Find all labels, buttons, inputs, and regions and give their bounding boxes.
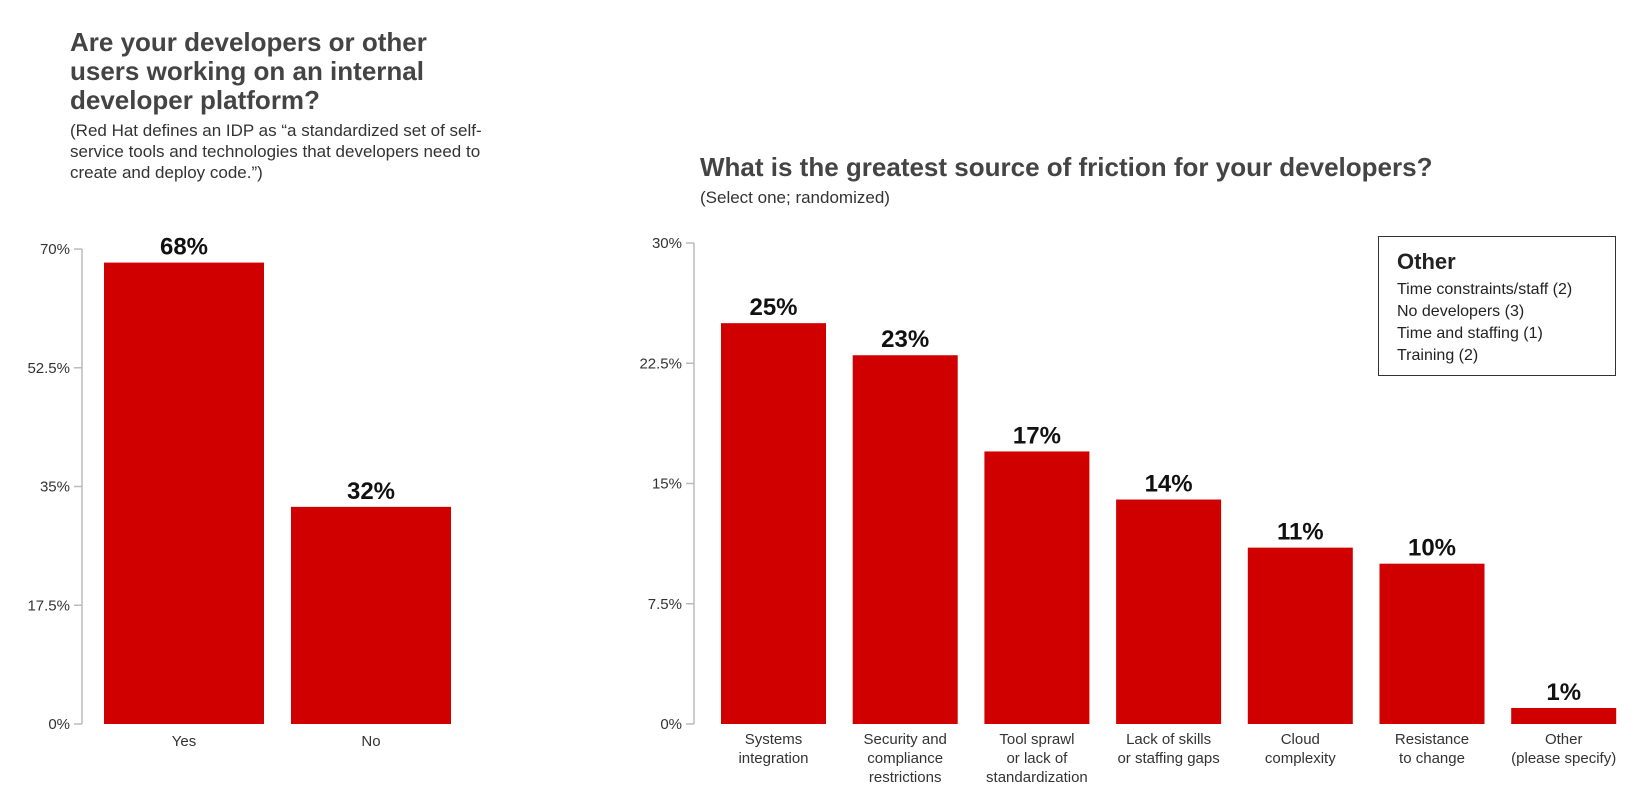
chart1-bar	[291, 506, 451, 724]
chart1-data-label: 68%	[160, 234, 208, 261]
chart2-bar	[984, 451, 1090, 724]
chart2-y-tick-label: 0%	[660, 716, 682, 733]
chart2-title: What is the greatest source of friction …	[700, 152, 1433, 182]
chart2-category-label: Security and compliance restrictions	[864, 731, 947, 786]
chart2-data-label: 23%	[881, 326, 929, 353]
chart1-y-tick-label: 0%	[48, 716, 70, 733]
chart2-bar	[721, 323, 826, 724]
chart2-bar	[852, 355, 958, 724]
other-annotation-line: Training (2)	[1397, 347, 1479, 364]
other-annotation-line: Time constraints/staff (2)	[1397, 281, 1573, 298]
chart2-category-label: Resistance to change	[1395, 731, 1469, 767]
chart2-y-tick-label: 22.5%	[639, 355, 682, 372]
chart2-data-label: 10%	[1408, 535, 1456, 562]
chart1-y-tick-label: 70%	[40, 241, 70, 258]
chart2-bar	[1116, 499, 1222, 724]
other-annotation-line: No developers (3)	[1397, 303, 1525, 320]
chart2-data-label: 1%	[1546, 679, 1581, 706]
chart1-data-label: 32%	[347, 478, 395, 505]
other-annotation-title: Other	[1397, 249, 1456, 274]
chart2-category-label: Other (please specify)	[1511, 731, 1616, 767]
chart2-category-label: Systems integration	[738, 731, 808, 767]
other-annotation-box: Other Time constraints/staff (2) No deve…	[1378, 236, 1616, 376]
chart1-subtitle: (Red Hat defines an IDP as “a standardiz…	[70, 121, 482, 182]
chart1-y-tick-label: 35%	[40, 479, 70, 496]
chart2-bar	[1379, 563, 1485, 724]
chart2-bar	[1511, 707, 1617, 724]
other-annotation-line: Time and staffing (1)	[1397, 325, 1543, 342]
chart2-data-label: 17%	[1013, 422, 1061, 449]
chart2-category-label: Cloud complexity	[1265, 731, 1336, 767]
chart1-bar	[104, 262, 264, 724]
chart2-data-label: 25%	[749, 294, 797, 321]
chart2-y-tick-label: 15%	[652, 476, 682, 493]
chart1-category-label: Yes	[172, 733, 196, 750]
chart2-bar	[1247, 547, 1353, 724]
chart1-y-tick-label: 17.5%	[27, 597, 70, 614]
chart2-subtitle: (Select one; randomized)	[700, 188, 890, 207]
chart1-y-tick-label: 52.5%	[27, 360, 70, 377]
chart2-category-label: Lack of skills or staffing gaps	[1117, 731, 1219, 767]
chart2-data-label: 14%	[1145, 471, 1193, 498]
chart1-title: Are your developers or other users worki…	[70, 27, 427, 115]
chart1-category-label: No	[361, 733, 380, 750]
chart2-y-tick-label: 7.5%	[648, 596, 682, 613]
chart2-data-label: 11%	[1277, 519, 1324, 546]
chart2-category-label: Tool sprawl or lack of standardization	[986, 731, 1088, 786]
chart2-y-tick-label: 30%	[652, 235, 682, 252]
